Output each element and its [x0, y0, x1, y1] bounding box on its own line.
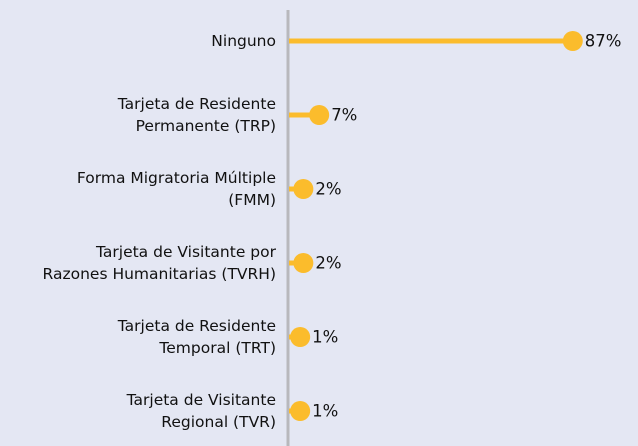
dot [290, 401, 311, 421]
lollipop [289, 327, 311, 347]
lollipop [289, 31, 583, 51]
lollipop [289, 105, 330, 125]
category-label: Ninguno [211, 32, 276, 50]
category-label: Tarjeta de Residente Temporal (TRT) [117, 317, 276, 357]
lollipop [289, 253, 314, 273]
dot [293, 253, 314, 273]
value-label: 87% [585, 32, 622, 51]
value-label: 1% [312, 328, 338, 347]
category-label: Forma Migratoria Múltiple (FMM) [76, 169, 276, 209]
value-label: 2% [315, 180, 341, 199]
value-label: 2% [315, 254, 341, 273]
dot [309, 105, 330, 125]
category-label: Tarjeta de Visitante Regional (TVR) [126, 391, 276, 431]
category-label: Tarjeta de Visitante por Razones Humanit… [42, 243, 276, 283]
dot [562, 31, 583, 51]
lollipop [289, 179, 314, 199]
value-label: 7% [331, 106, 357, 125]
lollipop [289, 401, 311, 421]
dot [293, 179, 314, 199]
value-label: 1% [312, 402, 338, 421]
dot [290, 327, 311, 347]
category-label: Tarjeta de Residente Permanente (TRP) [117, 95, 276, 135]
